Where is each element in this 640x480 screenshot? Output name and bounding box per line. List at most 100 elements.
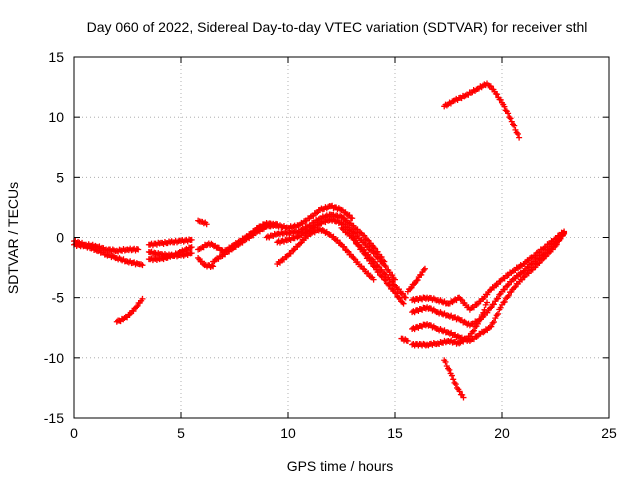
series-trace-10 — [210, 220, 281, 265]
data-point — [487, 83, 494, 90]
data-point — [525, 270, 532, 277]
y-tick-label: 10 — [48, 109, 64, 125]
data-point — [437, 338, 444, 345]
data-point — [396, 295, 403, 302]
data-point — [161, 254, 168, 261]
y-tick-label: -5 — [52, 290, 65, 306]
data-point — [315, 216, 322, 223]
series-trace-7 — [195, 217, 210, 228]
data-point — [476, 317, 483, 324]
data-point — [134, 303, 141, 310]
data-point — [297, 240, 304, 247]
data-point — [489, 319, 496, 326]
data-point — [375, 255, 382, 262]
data-point — [432, 324, 439, 331]
series-trace-19 — [409, 228, 568, 313]
data-point — [514, 130, 521, 137]
data-point — [351, 237, 358, 244]
data-point — [389, 272, 396, 279]
data-point — [381, 270, 388, 277]
data-point — [381, 276, 388, 283]
data-point — [126, 311, 133, 318]
data-point — [135, 246, 142, 253]
x-tick-label: 0 — [70, 425, 78, 441]
data-point — [490, 301, 497, 308]
data-point — [203, 221, 210, 228]
data-point — [188, 250, 195, 257]
data-point — [512, 126, 519, 133]
data-point — [456, 316, 463, 323]
data-point — [509, 268, 516, 275]
data-point — [533, 249, 540, 256]
data-point — [494, 281, 501, 288]
data-point — [470, 327, 477, 334]
data-point — [536, 260, 543, 267]
data-point — [208, 262, 215, 269]
series-trace-3 — [113, 295, 146, 325]
data-point — [370, 263, 377, 270]
x-axis-label: GPS time / hours — [287, 458, 394, 474]
data-point — [450, 376, 457, 383]
data-point — [492, 315, 499, 322]
data-point — [442, 358, 449, 365]
data-point — [298, 239, 305, 246]
data-point — [346, 212, 353, 219]
data-point — [183, 245, 190, 252]
data-point — [486, 287, 493, 294]
data-point — [386, 269, 393, 276]
data-point — [369, 260, 376, 267]
series-trace-21 — [409, 229, 568, 344]
data-point — [443, 102, 450, 109]
data-point — [350, 229, 357, 236]
data-point — [501, 103, 508, 110]
data-point — [402, 294, 409, 301]
y-tick-label: 0 — [56, 230, 64, 246]
data-point — [505, 110, 512, 117]
data-point — [453, 95, 460, 102]
data-point — [341, 221, 348, 228]
data-point — [497, 304, 504, 311]
data-point — [345, 248, 352, 255]
data-point — [440, 328, 447, 335]
data-point — [235, 241, 242, 248]
data-point — [341, 243, 348, 250]
data-point — [283, 230, 290, 237]
series-trace-15 — [338, 224, 409, 301]
data-point — [510, 121, 517, 128]
data-point — [410, 281, 417, 288]
data-point — [527, 255, 534, 262]
data-point — [341, 226, 348, 233]
data-point — [331, 236, 338, 243]
data-point — [230, 245, 237, 252]
data-point — [543, 253, 550, 260]
data-point — [370, 276, 377, 283]
data-point — [341, 209, 348, 216]
data-point — [472, 323, 479, 330]
data-point — [313, 210, 320, 217]
data-point — [322, 229, 329, 236]
series-trace-16 — [349, 234, 407, 307]
data-point — [497, 277, 504, 284]
series-trace-23 — [441, 357, 467, 401]
data-point — [488, 304, 495, 311]
data-point — [488, 323, 495, 330]
data-point — [370, 244, 377, 251]
data-point — [139, 295, 146, 302]
data-point — [287, 250, 294, 257]
data-point — [278, 257, 285, 264]
y-tick-label: -10 — [44, 350, 64, 366]
data-point — [133, 260, 140, 267]
data-point — [445, 365, 452, 372]
data-point — [350, 255, 357, 262]
data-point — [504, 282, 511, 289]
data-point — [283, 253, 290, 260]
data-point — [195, 217, 202, 224]
data-point — [420, 266, 427, 273]
data-point — [188, 236, 195, 243]
data-point — [446, 313, 453, 320]
data-point — [446, 99, 453, 106]
data-point — [382, 263, 389, 270]
data-point — [400, 290, 407, 297]
data-point — [473, 333, 480, 340]
data-point — [119, 257, 126, 264]
